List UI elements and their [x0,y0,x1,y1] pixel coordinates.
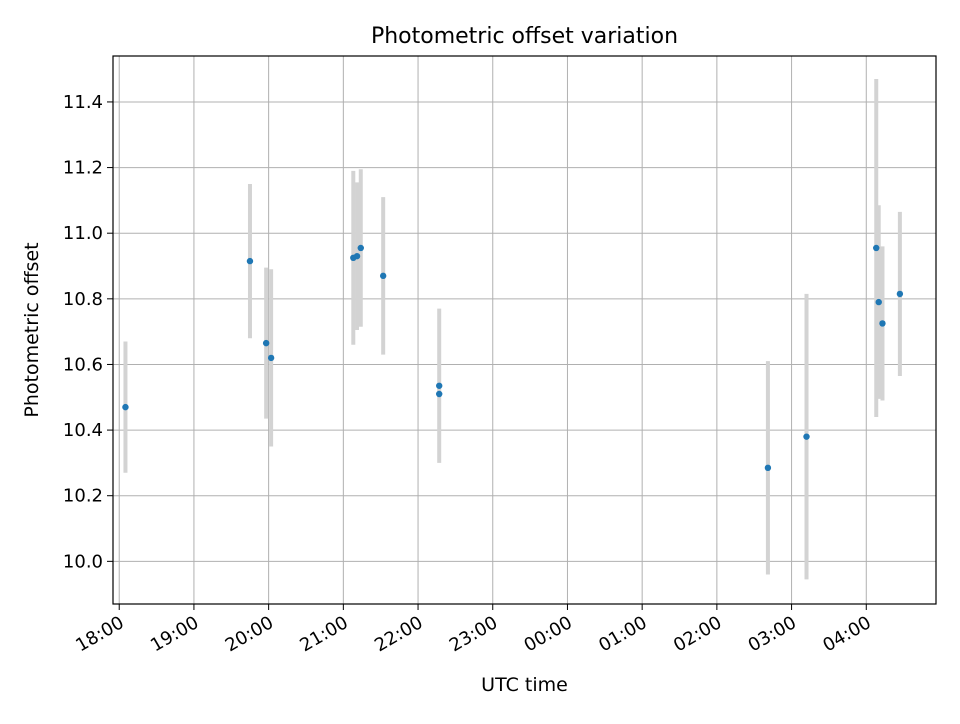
data-point [873,244,880,252]
x-tick-label: 01:00 [595,612,650,656]
data-point [879,320,886,327]
x-tick-label: 02:00 [670,612,725,656]
x-tick-label: 04:00 [819,612,874,656]
y-tick-label: 11.4 [63,92,103,113]
chart-title: Photometric offset variation [371,24,678,49]
data-point [353,252,361,260]
plot-frame [112,55,937,605]
data-point [896,290,904,298]
y-tick-label: 10.0 [63,551,103,572]
y-tick-label: 10.4 [63,420,103,441]
data-point [357,244,364,252]
y-axis-label: Photometric offset [21,242,43,417]
data-point [246,257,254,265]
y-axis-ticks: 10.0 10.2 10.4 10.6 10.8 11.0 11.2 11.4 [63,92,113,572]
grid-lines [113,56,936,604]
data-point [262,339,270,347]
x-tick-label: 03:00 [745,612,800,656]
y-tick-label: 11.0 [63,223,103,244]
error-bars [123,78,902,580]
data-point [267,354,275,362]
x-axis-ticks: 18:00 19:00 20:00 21:00 22:00 23:00 00:00 01:00… [72,604,875,656]
data-point [122,403,129,411]
y-tick-label: 11.2 [63,158,103,179]
x-axis-label: UTC time [481,674,568,696]
data-point [436,390,443,398]
x-tick-label: 22:00 [371,612,426,656]
x-tick-label: 18:00 [72,612,127,656]
x-tick-label: 20:00 [222,612,277,656]
y-tick-label: 10.8 [63,289,103,310]
data-points [122,244,904,472]
data-point [436,382,443,389]
data-point [875,298,882,306]
data-point [803,433,810,440]
x-tick-label: 21:00 [296,612,351,656]
data-point [379,272,387,280]
x-tick-label: 00:00 [521,612,576,656]
x-tick-label: 19:00 [147,612,202,656]
y-tick-label: 10.2 [63,486,103,507]
x-tick-label: 23:00 [446,612,501,656]
y-tick-label: 10.6 [63,354,103,375]
data-point [764,464,772,472]
